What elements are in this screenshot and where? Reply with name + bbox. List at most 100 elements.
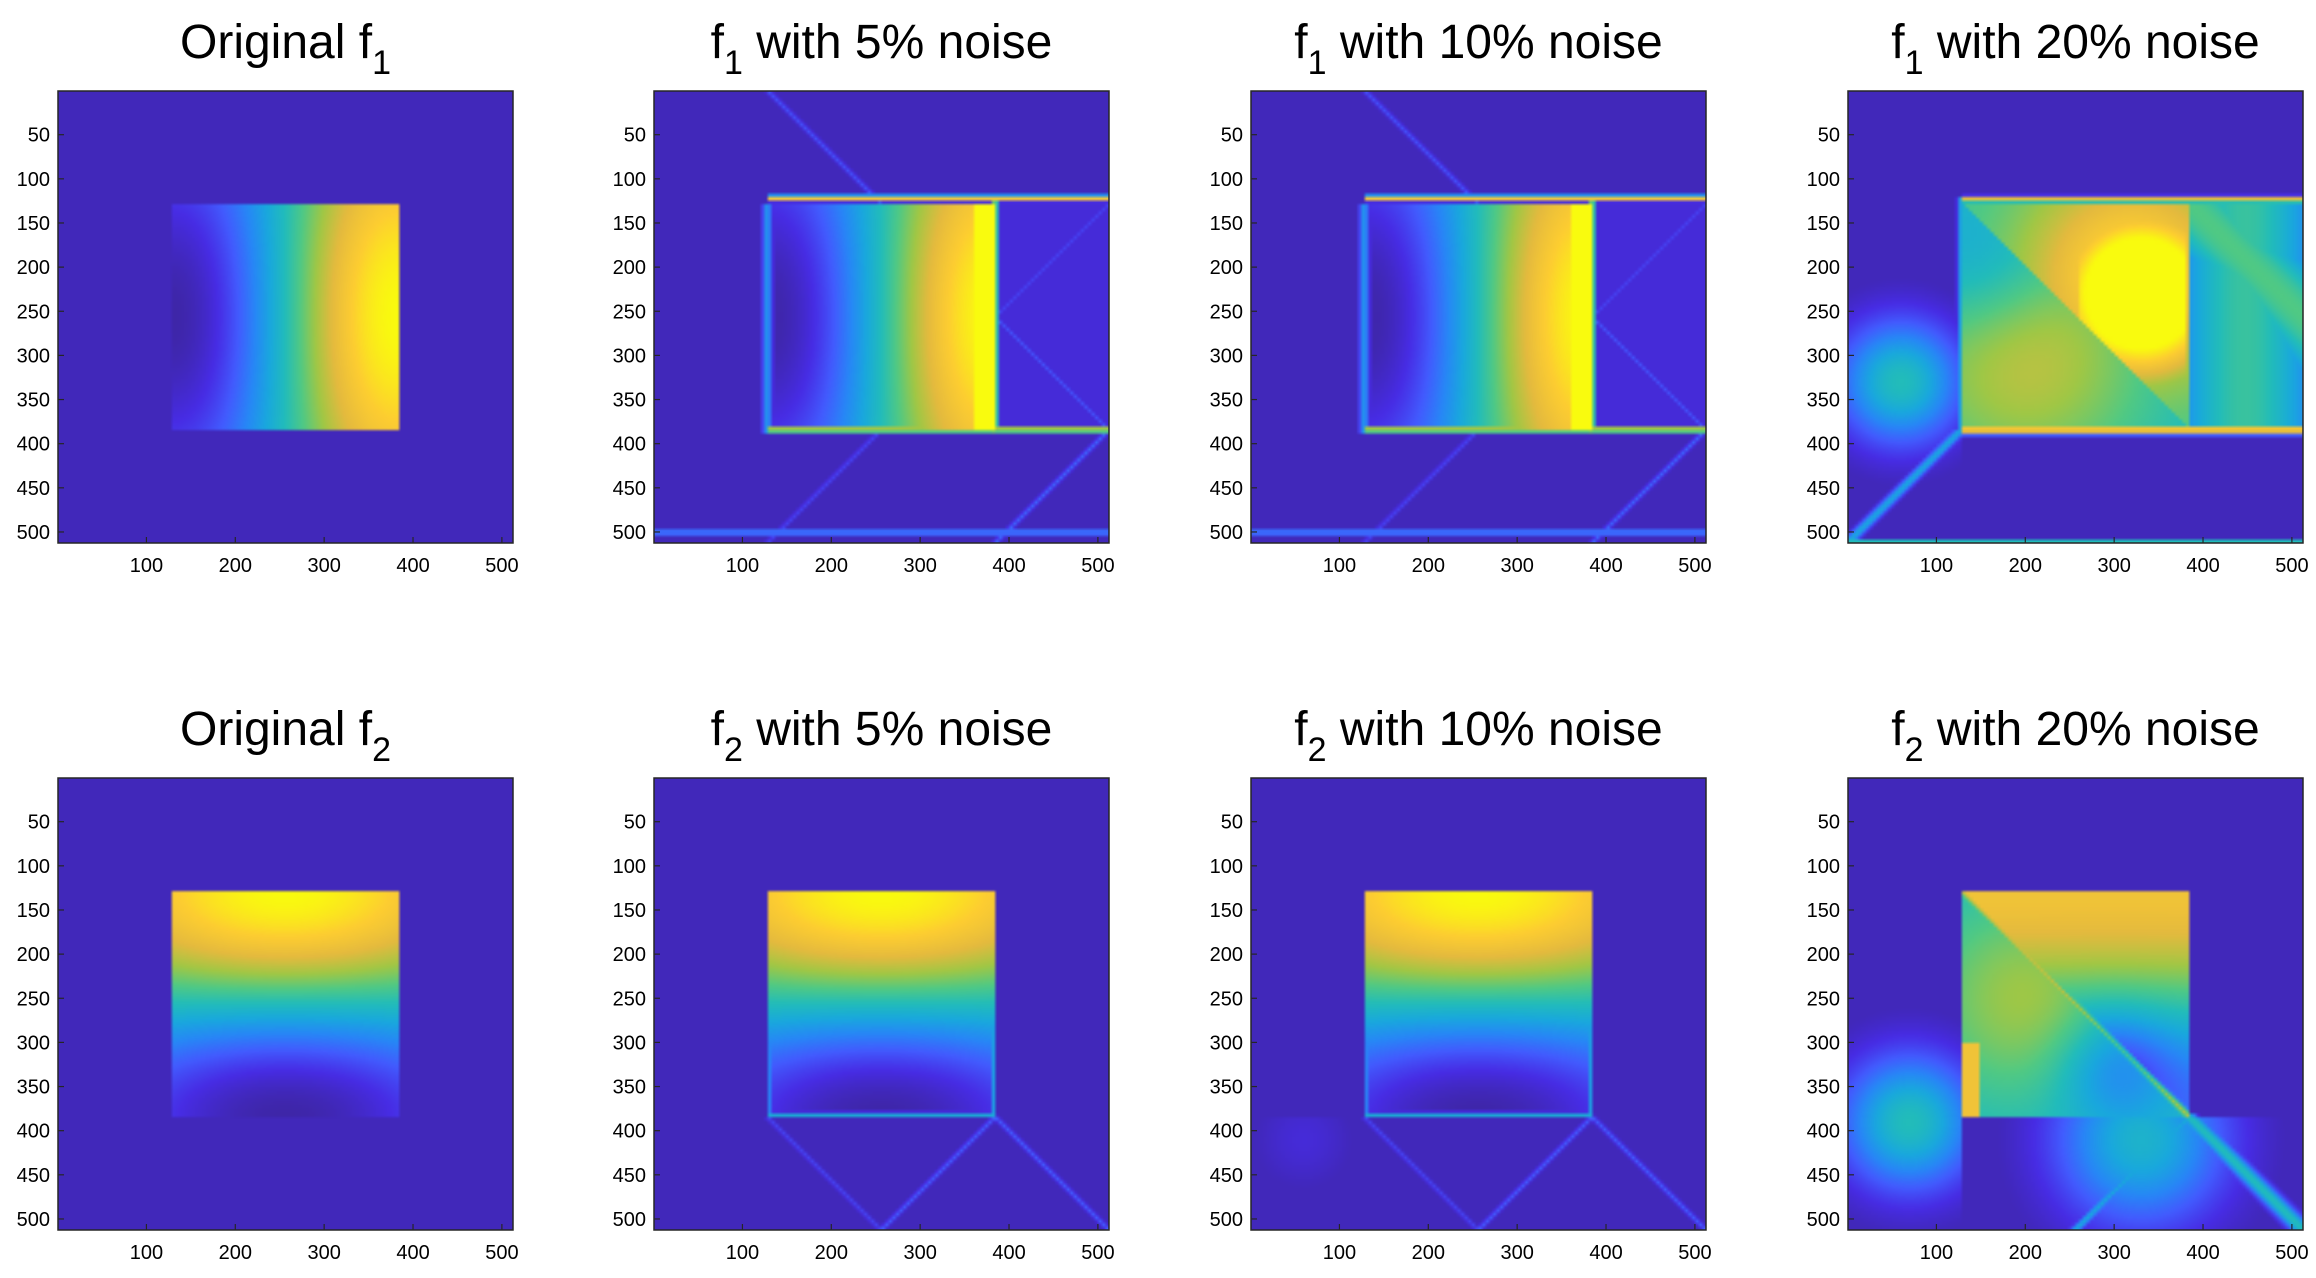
y-tick-label: 350 xyxy=(1807,390,1840,412)
x-tick-label: 200 xyxy=(219,1242,252,1264)
y-tick-label: 100 xyxy=(613,856,646,878)
y-tick-label: 250 xyxy=(1807,301,1840,323)
y-tick-label: 500 xyxy=(1210,1209,1243,1231)
y-tick-label: 100 xyxy=(17,169,50,191)
y-tick-label: 50 xyxy=(1221,812,1243,834)
y-tick-label: 50 xyxy=(1221,125,1243,147)
y-tick-label: 450 xyxy=(1807,1165,1840,1187)
y-tick-label: 350 xyxy=(1210,1077,1243,1099)
panel-title: f1 with 10% noise xyxy=(1294,16,1662,82)
x-tick-label: 400 xyxy=(1589,1242,1622,1264)
y-tick-label: 200 xyxy=(17,257,50,279)
y-tick-label: 300 xyxy=(613,1032,646,1054)
y-tick-label: 400 xyxy=(1210,434,1243,456)
y-tick-label: 450 xyxy=(613,478,646,500)
y-tick-label: 200 xyxy=(1807,257,1840,279)
heatmap-image xyxy=(1848,91,2303,543)
heatmap-image xyxy=(1251,91,1706,543)
x-tick-label: 500 xyxy=(485,555,518,577)
x-tick-label: 300 xyxy=(2097,555,2130,577)
y-tick-label: 50 xyxy=(1818,125,1840,147)
y-tick-label: 250 xyxy=(1210,301,1243,323)
x-tick-label: 500 xyxy=(1081,1242,1114,1264)
x-tick-label: 300 xyxy=(307,555,340,577)
x-tick-label: 400 xyxy=(1589,555,1622,577)
y-tick-label: 350 xyxy=(613,390,646,412)
y-tick-label: 150 xyxy=(17,900,50,922)
axes-frame xyxy=(57,90,514,544)
x-tick-label: 200 xyxy=(2009,555,2042,577)
y-tick-label: 300 xyxy=(1210,345,1243,367)
panel-1: 100 200 300 400 500 50 100 150 200 250 300 350 400 45… xyxy=(17,16,519,577)
y-tick-label: 500 xyxy=(613,522,646,544)
x-tick-label: 300 xyxy=(1500,1242,1533,1264)
panel-title: f2 with 10% noise xyxy=(1294,703,1662,769)
y-tick-label: 250 xyxy=(613,301,646,323)
panel-title: f1 with 20% noise xyxy=(1891,16,2259,82)
panel-2: 100 200 300 400 500 50 100 150 200 250 300 350 400 45… xyxy=(613,16,1115,577)
x-tick-label: 200 xyxy=(1412,555,1445,577)
y-tick-label: 150 xyxy=(1807,900,1840,922)
axes-frame xyxy=(1250,90,1707,544)
panel-8: 100 200 300 400 500 50 100 150 200 250 300 350 400 45… xyxy=(1807,703,2309,1264)
x-tick-label: 500 xyxy=(2275,555,2308,577)
axes-frame xyxy=(1847,90,2304,544)
y-tick-label: 50 xyxy=(624,125,646,147)
y-tick-label: 500 xyxy=(1807,522,1840,544)
x-tick-label: 100 xyxy=(130,1242,163,1264)
y-tick-label: 450 xyxy=(1210,478,1243,500)
x-tick-label: 300 xyxy=(307,1242,340,1264)
y-tick-label: 300 xyxy=(1807,345,1840,367)
y-tick-label: 350 xyxy=(1807,1077,1840,1099)
heatmap-image xyxy=(1251,778,1706,1230)
x-tick-label: 200 xyxy=(815,1242,848,1264)
x-tick-label: 500 xyxy=(485,1242,518,1264)
x-tick-label: 200 xyxy=(1412,1242,1445,1264)
y-tick-label: 100 xyxy=(17,856,50,878)
y-tick-label: 300 xyxy=(1807,1032,1840,1054)
x-tick-label: 500 xyxy=(1081,555,1114,577)
panel-5: 100 200 300 400 500 50 100 150 200 250 300 350 400 45… xyxy=(17,703,519,1264)
y-tick-label: 500 xyxy=(17,522,50,544)
y-tick-label: 200 xyxy=(613,257,646,279)
x-tick-label: 400 xyxy=(2186,555,2219,577)
y-tick-label: 400 xyxy=(1807,434,1840,456)
heatmap-image xyxy=(654,91,1109,543)
y-tick-label: 350 xyxy=(613,1077,646,1099)
y-tick-label: 250 xyxy=(17,988,50,1010)
x-tick-label: 300 xyxy=(903,1242,936,1264)
panel-title: f2 with 20% noise xyxy=(1891,703,2259,769)
y-tick-label: 50 xyxy=(1818,812,1840,834)
y-tick-label: 250 xyxy=(613,988,646,1010)
y-tick-label: 100 xyxy=(613,169,646,191)
y-tick-label: 100 xyxy=(1807,169,1840,191)
y-tick-label: 100 xyxy=(1210,169,1243,191)
axes-frame xyxy=(653,777,1110,1231)
y-tick-label: 500 xyxy=(613,1209,646,1231)
y-tick-label: 100 xyxy=(1807,856,1840,878)
y-tick-label: 50 xyxy=(28,812,50,834)
x-tick-label: 200 xyxy=(2009,1242,2042,1264)
y-tick-label: 250 xyxy=(1807,988,1840,1010)
x-tick-label: 500 xyxy=(2275,1242,2308,1264)
y-tick-label: 300 xyxy=(1210,1032,1243,1054)
x-tick-label: 200 xyxy=(815,555,848,577)
x-tick-label: 500 xyxy=(1678,1242,1711,1264)
y-tick-label: 350 xyxy=(17,390,50,412)
x-tick-label: 400 xyxy=(2186,1242,2219,1264)
y-tick-label: 350 xyxy=(1210,390,1243,412)
y-tick-label: 200 xyxy=(613,944,646,966)
y-tick-label: 350 xyxy=(17,1077,50,1099)
panel-title: f1 with 5% noise xyxy=(711,16,1053,82)
x-tick-label: 100 xyxy=(130,555,163,577)
y-tick-label: 450 xyxy=(17,1165,50,1187)
x-tick-label: 300 xyxy=(2097,1242,2130,1264)
y-tick-label: 150 xyxy=(1210,213,1243,235)
x-tick-label: 100 xyxy=(726,555,759,577)
heatmap-image xyxy=(58,778,513,1230)
x-tick-label: 400 xyxy=(992,1242,1025,1264)
x-tick-label: 100 xyxy=(1920,1242,1953,1264)
y-tick-label: 300 xyxy=(17,1032,50,1054)
panel-4: 100 200 300 400 500 50 100 150 200 250 300 350 400 45… xyxy=(1807,16,2309,577)
y-tick-label: 150 xyxy=(1210,900,1243,922)
